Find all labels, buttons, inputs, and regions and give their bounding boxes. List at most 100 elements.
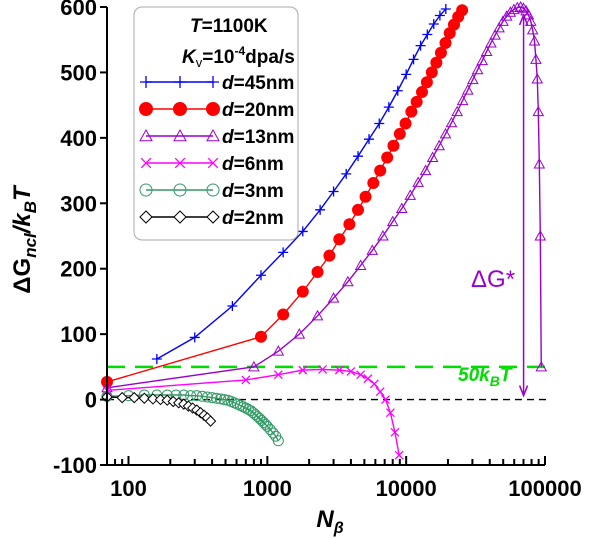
y-axis-title: ΔGncl/kBT [9,184,40,294]
circle-marker [374,164,387,177]
circle-marker [410,95,423,108]
legend-val: =2nm [234,208,284,229]
triangle-marker [139,128,153,142]
legend-box [133,6,299,241]
triangle-marker [493,21,505,33]
circle-marker [206,102,220,116]
legend-k-sub: v [196,55,203,70]
legend-val: =3nm [234,181,284,202]
series-d-6nm [102,365,404,460]
label-50kbt-sub: B [490,373,500,389]
triangle-marker [500,10,513,21]
legend-var: d [222,154,234,175]
x-axis-title-main: N [316,506,334,533]
legend-entry: d=2nm [139,208,284,229]
circle-marker [381,151,394,164]
circle-marker [323,249,336,262]
circle-open-marker [267,427,279,439]
diamond-marker [204,415,217,427]
plus-marker [140,76,152,88]
plus-marker [328,186,339,197]
series-d-3nm [101,389,284,447]
triangle-marker [386,215,399,227]
circle-open-marker [256,415,268,427]
legend-val: =6nm [234,154,284,175]
triangle-marker [526,23,539,35]
circle-marker [434,46,447,59]
circle-open-marker [258,416,270,428]
legend-entry-label: d=13nm [222,127,294,148]
triangle-marker [445,116,458,128]
legend-header-k: Kv=10-4dpa/s [182,44,295,70]
legend-entry: d=20nm [139,100,294,121]
triangle-marker [461,84,474,95]
x-axis-title-sub: β [333,520,344,537]
plus-marker [428,19,439,30]
triangle-marker [524,15,537,26]
triangle-marker [497,15,509,26]
x-marker [369,379,379,389]
plus-marker [189,332,200,343]
x-marker [140,157,152,169]
legend-entry: d=6nm [140,154,284,175]
y-title-T: T [9,184,36,201]
delta-g-star-arrow [518,12,529,398]
triangle-marker [395,202,408,214]
y-tick-label: 500 [60,60,97,85]
triangle-marker [485,36,497,48]
x-marker [241,375,251,385]
circle-open-marker [201,391,213,403]
circle-marker [254,330,267,343]
circle-open-marker [272,435,284,447]
legend-k-var: K [182,47,197,68]
circle-marker [420,76,433,89]
circle-open-marker [185,390,197,402]
x-marker [346,366,356,376]
plus-marker [422,29,433,40]
circle-open-marker [218,394,230,406]
plus-marker [392,85,403,96]
circle-open-marker [261,420,273,432]
triangle-marker [535,360,548,372]
plus-marker [174,76,186,88]
triangle-marker [517,2,530,13]
circle-marker [277,308,290,321]
y-tick-label: 100 [60,322,97,347]
plus-marker [278,247,289,258]
diamond-marker [206,210,220,224]
series-d-45nm [151,3,451,365]
circle-open-marker [252,411,264,423]
label-delta-g-star: ΔG* [471,266,515,293]
triangle-marker [419,164,432,176]
legend-entry-label: d=6nm [222,154,284,175]
triangle-marker [341,275,354,287]
legend-t-var: T [190,16,203,37]
circle-marker [139,102,153,116]
triangle-marker [456,94,469,106]
circle-marker [343,218,356,231]
triangle-marker [530,53,542,64]
x-marker [375,387,385,397]
label-50kbt-main: 50k [458,365,491,386]
triangle-marker [327,292,340,303]
legend-entry: d=13nm [139,127,294,148]
circle-open-marker [215,393,227,405]
legend-var: d [222,73,234,94]
circle-open-marker [264,424,276,436]
x-tick-label: 10000 [376,476,437,501]
circle-marker [399,117,412,130]
circle-marker [405,105,418,118]
x-marker [356,370,366,380]
plus-marker [401,69,412,80]
x-marker [174,157,186,169]
diamond-marker [139,210,153,224]
legend-var: d [222,100,234,121]
triangle-marker [366,244,379,255]
y-tick-label: -100 [53,453,97,478]
circle-marker [333,233,346,246]
triangle-marker [377,229,389,241]
legend-entry-label: d=20nm [222,100,294,121]
circle-open-marker [191,390,203,402]
x-marker [390,427,400,437]
arrow-head-bottom [518,385,529,398]
